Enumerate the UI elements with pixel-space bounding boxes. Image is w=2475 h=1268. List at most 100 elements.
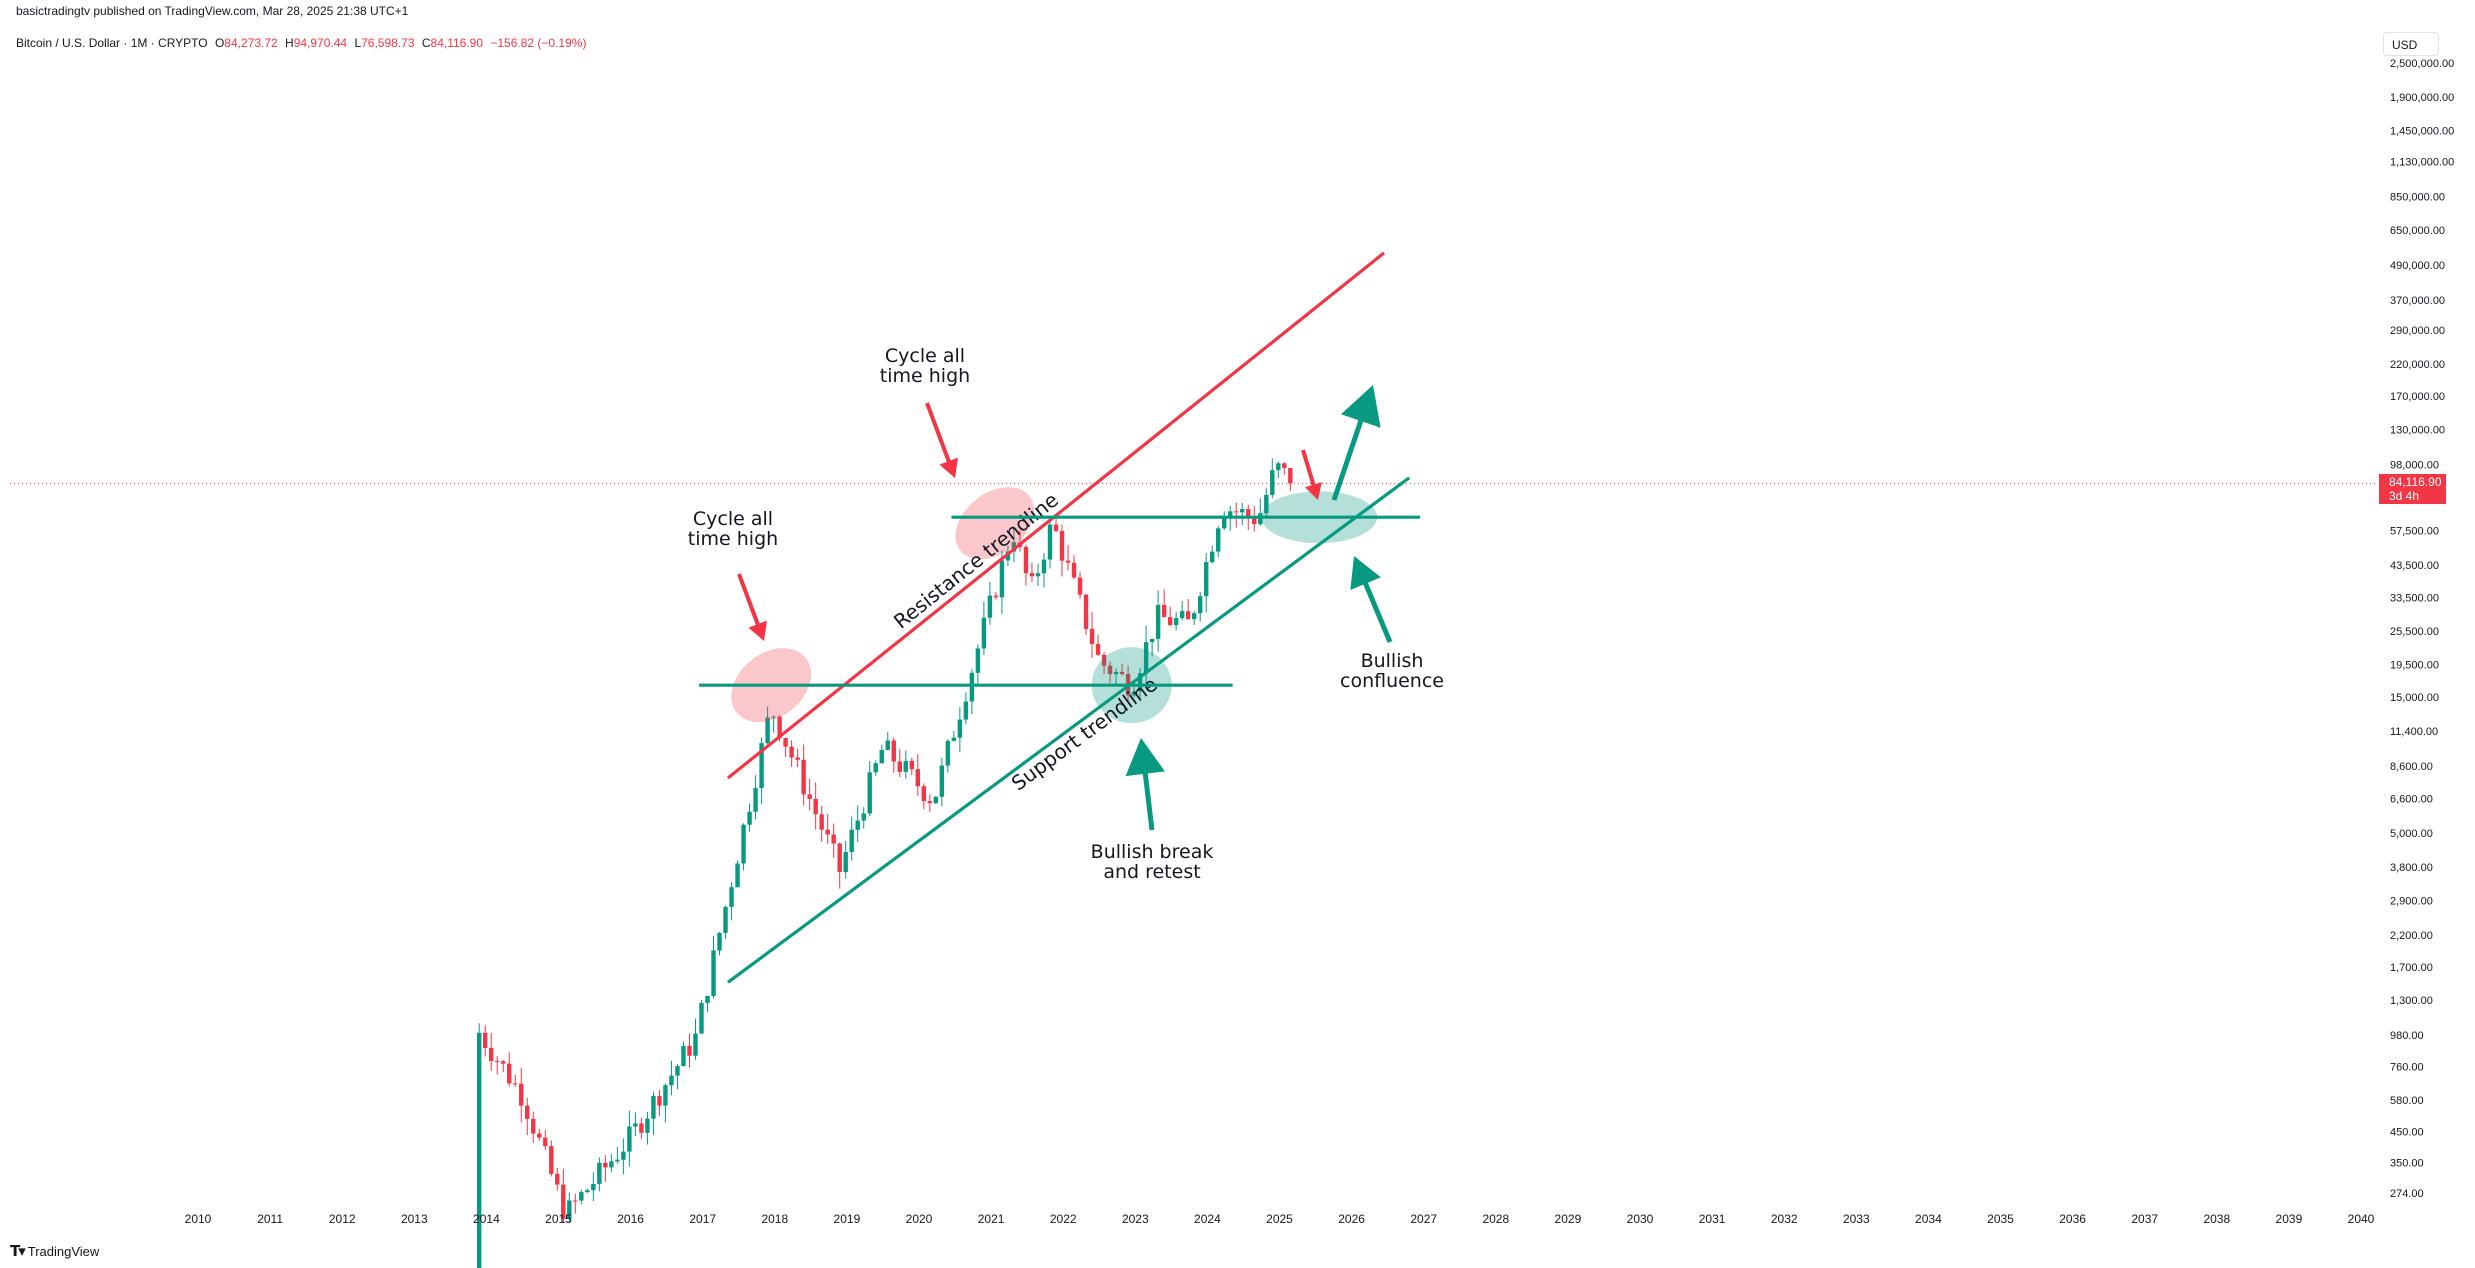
x-tick-label: 2018 — [761, 1212, 788, 1226]
candle-body — [825, 829, 830, 835]
candle-body — [915, 769, 920, 787]
y-tick-label: 1,700.00 — [2390, 962, 2433, 974]
support-line — [726, 476, 1411, 984]
candle-body — [501, 1061, 506, 1064]
x-tick-label: 2033 — [1843, 1212, 1870, 1226]
candle-body — [777, 716, 782, 739]
y-tick-label: 2,900.00 — [2390, 896, 2433, 908]
x-tick-label: 2040 — [2348, 1212, 2375, 1226]
candle-body — [489, 1047, 494, 1061]
symbol-label[interactable]: Bitcoin / U.S. Dollar · 1M · CRYPTO — [16, 36, 208, 50]
y-tick-label: 490,000.00 — [2390, 260, 2445, 272]
x-tick-label: 2019 — [834, 1212, 861, 1226]
y-tick-label: 850,000.00 — [2390, 192, 2445, 204]
candle-body — [675, 1066, 680, 1076]
candle-body — [789, 746, 794, 758]
annotation-text: Bullish break — [1091, 841, 1214, 863]
candle-body — [837, 843, 842, 872]
candle-body — [1095, 644, 1101, 655]
annotation-text: Cycle all — [885, 345, 965, 367]
y-tick-label: 8,600.00 — [2390, 761, 2433, 773]
candle-body — [627, 1126, 632, 1152]
arrow-target-up-icon — [1331, 385, 1381, 501]
candle-body — [933, 796, 939, 804]
change-value: −156.82 (−0.19%) — [490, 36, 587, 50]
y-tick-label: 2,200.00 — [2390, 930, 2433, 942]
candle-body — [807, 794, 812, 799]
candle-body — [573, 1200, 578, 1202]
candle-body — [687, 1045, 692, 1056]
candle-body — [507, 1063, 512, 1084]
candle-body — [645, 1118, 650, 1133]
x-tick-label: 2038 — [2203, 1212, 2230, 1226]
candle-body — [1288, 467, 1293, 484]
candle-body — [753, 788, 758, 812]
candle-body — [525, 1105, 530, 1119]
candle-body — [476, 1032, 482, 1268]
x-tick-label: 2027 — [1410, 1212, 1437, 1226]
price-axis[interactable]: 274.00 350.00 450.00 580.00 760.00 980.00 1,30… — [2390, 58, 2454, 1200]
candle-body — [945, 740, 951, 766]
candle-body — [897, 761, 902, 772]
ath-2021-highlight — [955, 487, 1034, 560]
candle-body — [927, 801, 933, 804]
y-tick-label: 220,000.00 — [2390, 359, 2445, 371]
x-tick-label: 2010 — [185, 1212, 212, 1226]
high-value: 94,970.44 — [293, 36, 348, 50]
candle-body — [615, 1159, 620, 1162]
candle-body — [795, 757, 800, 760]
x-tick-label: 2031 — [1699, 1212, 1726, 1226]
candle-body — [723, 906, 728, 933]
candle-body — [1077, 577, 1083, 595]
resistance-line — [726, 251, 1386, 780]
candle-body — [1234, 511, 1239, 513]
candle-body — [663, 1085, 668, 1106]
candle-body — [1276, 463, 1281, 471]
candle-body — [993, 595, 999, 598]
x-tick-label: 2012 — [329, 1212, 356, 1226]
y-tick-label: 57,500.00 — [2390, 525, 2439, 537]
candle-body — [621, 1151, 626, 1160]
x-tick-label: 2021 — [978, 1212, 1005, 1226]
x-tick-label: 2017 — [689, 1212, 716, 1226]
y-tick-label: 33,500.00 — [2390, 592, 2439, 604]
candle-body — [885, 740, 890, 750]
candle-body — [711, 950, 716, 996]
y-tick-label: 25,500.00 — [2390, 626, 2439, 638]
candle-body — [759, 743, 764, 789]
candle-body — [855, 820, 860, 830]
annotation-text: confluence — [1340, 670, 1444, 692]
y-tick-label: 98,000.00 — [2390, 459, 2439, 471]
y-tick-label: 1,450,000.00 — [2390, 126, 2454, 138]
candle-body — [699, 1002, 704, 1034]
candle-body — [1143, 642, 1149, 674]
candle-body — [1203, 562, 1209, 597]
y-tick-label: 1,130,000.00 — [2390, 156, 2454, 168]
candle-body — [1041, 559, 1047, 574]
candles — [476, 458, 1293, 1268]
candle-body — [669, 1075, 674, 1086]
candle-body — [735, 863, 740, 888]
candle-body — [1065, 560, 1071, 563]
currency-button[interactable]: USD — [2383, 32, 2439, 56]
candle-body — [1264, 494, 1269, 514]
candle-body — [597, 1162, 602, 1184]
footer-brand[interactable]: T▾ TradingView — [10, 1242, 99, 1260]
candle-body — [543, 1137, 548, 1147]
x-tick-label: 2015 — [545, 1212, 572, 1226]
x-tick-label: 2016 — [617, 1212, 644, 1226]
x-tick-label: 2029 — [1555, 1212, 1582, 1226]
arrow-confluence-icon — [1350, 556, 1393, 643]
candle-body — [1240, 509, 1245, 513]
annotation-text: time high — [688, 528, 778, 550]
y-tick-label: 350.00 — [2390, 1158, 2424, 1170]
x-tick-label: 2039 — [2276, 1212, 2303, 1226]
candle-body — [1029, 573, 1035, 577]
candle-body — [657, 1096, 662, 1106]
close-value: 84,116.90 — [430, 36, 484, 50]
candle-body — [1071, 562, 1077, 578]
candle-body — [1246, 509, 1251, 517]
time-axis[interactable]: 2010 2011 2012 2013 2014 2015 2016 2017 2018 2019… — [185, 1212, 2375, 1226]
x-tick-label: 2034 — [1915, 1212, 1942, 1226]
